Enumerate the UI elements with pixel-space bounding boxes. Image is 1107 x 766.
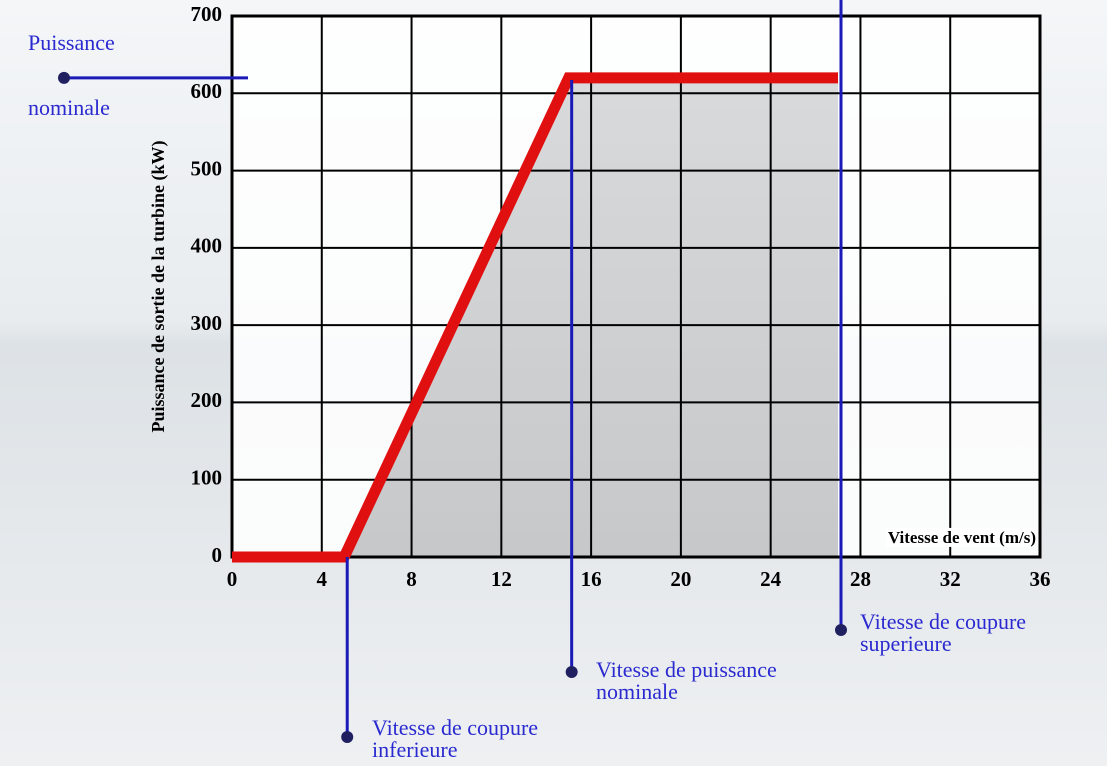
x-tick-label: 28 xyxy=(850,567,871,591)
annotation: Vitesse de coupure xyxy=(860,609,1026,634)
y-tick-label: 100 xyxy=(191,466,223,490)
x-axis-label-bg xyxy=(885,527,1038,547)
y-tick-label: 700 xyxy=(191,2,223,26)
x-tick-label: 12 xyxy=(491,567,512,591)
annotation: inferieure xyxy=(372,737,458,762)
area-fill xyxy=(232,77,838,557)
annotation: nominale xyxy=(28,95,110,120)
x-tick-label: 32 xyxy=(940,567,961,591)
y-axis-label: Puissance de sortie de la turbine (kW) xyxy=(148,141,169,433)
annotation: Vitesse de puissance xyxy=(596,657,777,682)
y-tick-label: 200 xyxy=(191,388,223,412)
annotation-dot xyxy=(341,731,354,743)
x-tick-label: 20 xyxy=(670,567,691,591)
annotation: superieure xyxy=(860,631,952,656)
x-tick-label: 8 xyxy=(406,567,417,591)
y-tick-label: 300 xyxy=(191,311,223,335)
y-tick-label: 400 xyxy=(191,234,223,258)
annotation: nominale xyxy=(596,679,678,704)
annotation: Vitesse de coupure xyxy=(372,715,538,740)
x-tick-label: 24 xyxy=(760,567,782,591)
annotation-dot xyxy=(58,71,70,84)
x-tick-label: 16 xyxy=(581,567,602,591)
y-tick-label: 500 xyxy=(191,156,223,180)
x-axis-label: Vitesse de vent (m/s) xyxy=(888,528,1036,547)
x-tick-label: 4 xyxy=(317,567,328,591)
x-tick-label: 0 xyxy=(227,567,238,591)
annotation-dot xyxy=(565,666,578,678)
annotation-dot xyxy=(835,624,847,636)
x-tick-label: 36 xyxy=(1030,567,1051,591)
annotation: Puissance xyxy=(28,30,115,55)
power-curve xyxy=(232,72,838,563)
y-tick-label: 0 xyxy=(212,543,223,567)
y-tick-label: 600 xyxy=(191,79,223,103)
plot-frame xyxy=(230,14,1042,559)
